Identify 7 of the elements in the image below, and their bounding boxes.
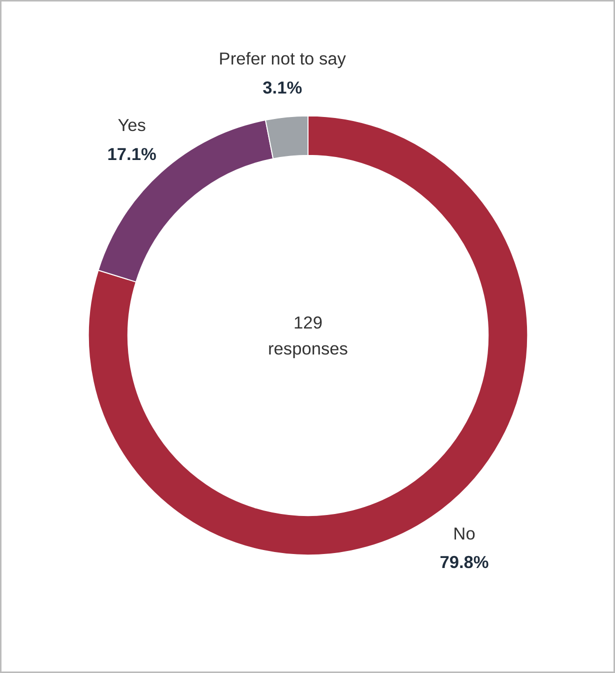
- slice-label: Prefer not to say: [218, 48, 346, 69]
- slice-label: Yes: [118, 115, 146, 136]
- data-label: 79.8%: [440, 552, 489, 572]
- data-label: 3.1%: [262, 78, 302, 98]
- slice-label: No: [453, 523, 476, 544]
- data-label: 17.1%: [107, 144, 156, 164]
- text: 129 responses: [268, 312, 348, 358]
